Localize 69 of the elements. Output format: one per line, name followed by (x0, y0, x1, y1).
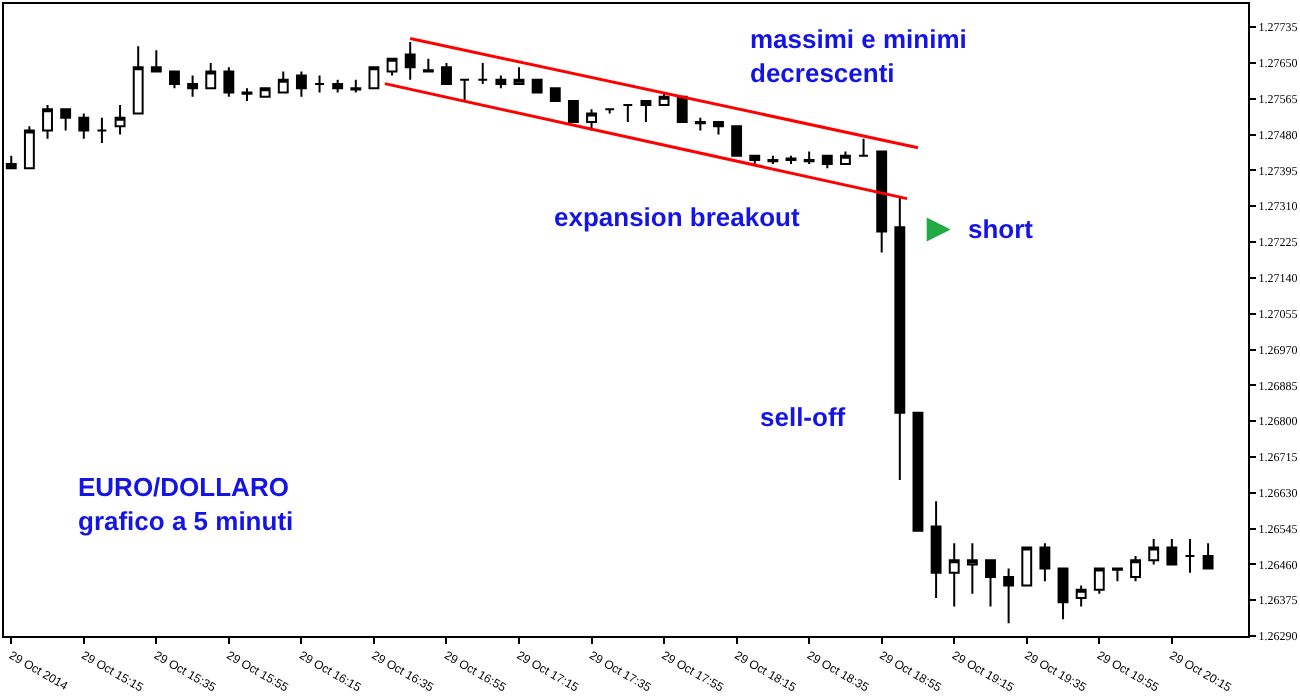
candlestick (42, 104, 53, 140)
candlestick (404, 40, 416, 81)
candlestick (150, 49, 162, 73)
candlestick (1039, 542, 1051, 583)
annotation: massimi e minimi decrescenti (750, 24, 967, 88)
candlestick (1003, 567, 1015, 625)
candlestick (549, 87, 561, 102)
candlestick (259, 87, 271, 98)
candlestick (187, 74, 199, 98)
candlestick (749, 154, 761, 166)
candlestick (622, 104, 634, 123)
candlestick (1093, 567, 1105, 595)
candlestick (422, 57, 434, 73)
candlestick (23, 125, 35, 170)
candlestick (1202, 542, 1214, 570)
candlestick (713, 120, 724, 136)
candlestick (495, 74, 507, 90)
candlestick (477, 61, 489, 86)
annotation: EURO/DOLLARO grafico a 5 minuti (78, 472, 294, 536)
candlestick (731, 125, 743, 157)
candlestick (114, 104, 126, 136)
candlestick (658, 91, 670, 107)
candlestick (948, 542, 960, 608)
annotation: short (968, 214, 1035, 244)
candlestick (96, 116, 108, 145)
candlestick (767, 154, 779, 166)
candlestick (386, 57, 398, 77)
candlestick (567, 99, 579, 123)
candlestick (640, 99, 652, 123)
candlestick (295, 70, 307, 98)
candlestick (350, 78, 362, 94)
candlestick (1021, 546, 1033, 587)
candlestick (132, 45, 144, 115)
candlestick (1184, 538, 1196, 574)
candlestick (694, 116, 706, 132)
candlestick (78, 112, 90, 140)
candlestick (531, 78, 543, 94)
candlestick (1057, 567, 1069, 621)
candlestick (985, 559, 996, 608)
candlestick (803, 150, 815, 166)
annotation: sell-off (760, 402, 847, 432)
candlestick (858, 137, 869, 157)
candlestick (277, 70, 289, 94)
candlestick (169, 70, 180, 90)
candlestick (205, 61, 217, 90)
candlestick (332, 78, 344, 94)
candlestick (513, 66, 525, 86)
candlestick (368, 66, 380, 90)
candlestick (314, 74, 325, 94)
candlestick (1166, 538, 1178, 566)
candlestick (894, 196, 906, 482)
candlestick (60, 108, 72, 132)
candlestick (241, 87, 253, 102)
candlestick (966, 542, 978, 595)
candlestick (821, 154, 833, 170)
candlestick (223, 66, 235, 98)
candlestick (604, 108, 616, 115)
candlestick (876, 150, 888, 254)
candlestick (839, 150, 851, 166)
candlestick (586, 108, 597, 132)
candlestick (912, 411, 924, 532)
candlestick (441, 61, 452, 86)
candlestick (930, 500, 942, 600)
annotation: expansion breakout (554, 202, 801, 232)
candlestick (1148, 538, 1160, 566)
candlestick (1130, 554, 1142, 583)
candlestick (1075, 584, 1087, 608)
candlestick (1112, 567, 1123, 583)
candlestick (459, 78, 471, 102)
